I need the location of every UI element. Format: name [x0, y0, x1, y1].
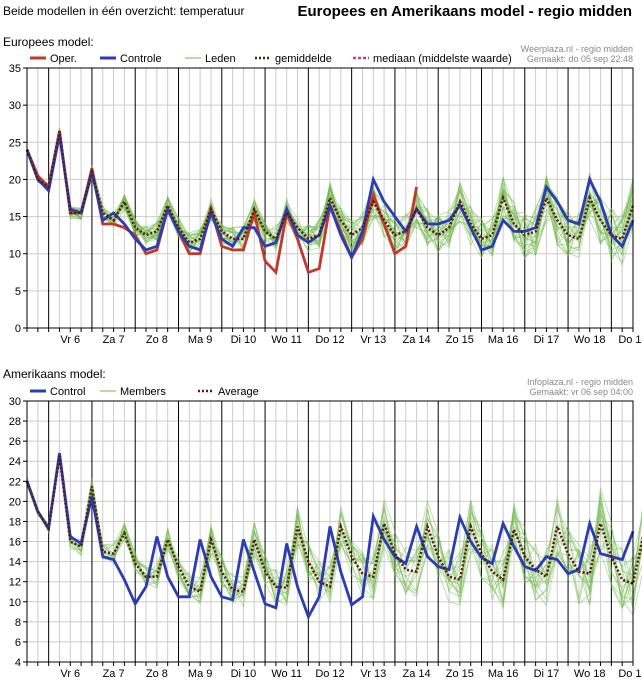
made-text: Gemaakt: do 05 sep 22:48: [527, 54, 633, 64]
x-tick-label: Do 19: [618, 668, 642, 680]
member-line: [26, 131, 634, 259]
x-tick-label: Ma 9: [188, 668, 212, 680]
x-tick-label: Di 10: [231, 668, 257, 680]
y-tick-label: 15: [9, 212, 21, 224]
y-tick-label: 22: [9, 476, 21, 488]
y-tick-label: 20: [9, 174, 21, 186]
member-line: [26, 133, 634, 259]
y-tick-label: 16: [9, 537, 21, 549]
legend-label: Control: [50, 386, 85, 398]
series-line-average: [25, 130, 635, 245]
y-tick-label: 10: [9, 597, 21, 609]
member-line: [26, 458, 642, 617]
y-tick-label: 6: [15, 637, 21, 649]
y-tick-label: 28: [9, 416, 21, 428]
x-tick-label: Zo 8: [146, 334, 168, 346]
x-tick-label: Zo 15: [446, 668, 474, 680]
legend-label: Leden: [205, 53, 236, 65]
legend-label: Controle: [120, 53, 162, 65]
panel-label: Europees model:: [3, 35, 94, 49]
series-line-control: [25, 452, 635, 621]
member-line: [26, 130, 634, 254]
x-tick-label: Za 14: [403, 334, 431, 346]
member-line: [26, 132, 634, 260]
y-tick-label: 24: [9, 456, 21, 468]
legend-label: mediaan (middelste waarde): [373, 53, 512, 65]
y-tick-label: 25: [9, 137, 21, 149]
legend-label: Members: [120, 386, 166, 398]
y-tick-label: 30: [9, 396, 21, 408]
y-tick-label: 26: [9, 436, 21, 448]
source-text: Weerplaza.nl - regio midden: [521, 44, 633, 54]
x-tick-label: Wo 11: [271, 334, 302, 346]
made-text: Gemaakt: vr 06 sep 04:00: [529, 387, 633, 397]
x-tick-label: Vr 6: [60, 668, 80, 680]
y-tick-label: 0: [15, 323, 21, 335]
x-tick-label: Zo 8: [146, 668, 168, 680]
x-tick-label: Vr 6: [60, 334, 80, 346]
legend-label: Average: [218, 386, 259, 398]
x-tick-label: Do 12: [315, 668, 344, 680]
chart-panel-2: Amerikaans model: Infoplaza.nl - regio mi…: [3, 367, 642, 680]
x-tick-label: Wo 11: [271, 668, 302, 680]
y-tick-label: 5: [15, 286, 21, 298]
x-tick-label: Wo 18: [574, 668, 606, 680]
x-tick-label: Za 7: [103, 668, 125, 680]
x-tick-label: Ma 9: [188, 334, 212, 346]
x-tick-label: Vr 13: [360, 334, 386, 346]
y-tick-label: 12: [9, 577, 21, 589]
legend: Control Members Average: [30, 386, 259, 398]
chart-panel-1: Europees model: Weerplaza.nl - regio midd…: [3, 35, 642, 346]
members-group: [26, 128, 634, 267]
y-tick-label: 35: [9, 63, 21, 75]
y-tick-label: 18: [9, 516, 21, 528]
x-tick-label: Vr 13: [360, 668, 386, 680]
x-tick-label: Di 17: [534, 334, 560, 346]
series-line-control: [25, 134, 635, 261]
x-tick-label: Di 17: [534, 668, 560, 680]
member-line: [26, 457, 642, 610]
y-tick-label: 4: [15, 657, 21, 669]
member-line: [26, 130, 634, 264]
legend-label: gemiddelde: [275, 53, 332, 65]
x-tick-label: Do 12: [315, 334, 344, 346]
panel-label: Amerikaans model:: [3, 367, 106, 381]
y-tick-label: 10: [9, 249, 21, 261]
x-tick-label: Ma 16: [488, 668, 519, 680]
member-line: [26, 452, 642, 606]
x-tick-label: Do 19: [618, 334, 642, 346]
x-tick-label: Za 7: [103, 334, 125, 346]
x-tick-label: Wo 18: [574, 334, 606, 346]
member-line: [26, 455, 642, 605]
source-text: Infoplaza.nl - regio midden: [527, 377, 633, 387]
y-tick-label: 20: [9, 496, 21, 508]
member-line: [26, 129, 634, 256]
member-line: [26, 132, 634, 256]
member-line: [26, 453, 642, 605]
member-line: [26, 131, 634, 253]
legend-label: Oper.: [50, 53, 77, 65]
member-line: [26, 130, 634, 253]
y-tick-label: 30: [9, 100, 21, 112]
x-tick-label: Zo 15: [446, 334, 474, 346]
plot-border: [26, 400, 634, 663]
y-tick-label: 14: [9, 557, 21, 569]
member-line: [26, 133, 634, 256]
member-line: [26, 131, 634, 253]
y-tick-label: 8: [15, 617, 21, 629]
plot-border: [26, 67, 634, 329]
page-title-left: Beide modellen in één overzicht: tempera…: [3, 4, 245, 18]
x-tick-label: Di 10: [231, 334, 257, 346]
legend: Oper. Controle Leden gemiddelde mediaan (mid…: [30, 53, 512, 65]
x-tick-label: Za 14: [403, 668, 431, 680]
x-tick-label: Ma 16: [488, 334, 519, 346]
series-line-average: [25, 456, 642, 594]
page-title-right: Europees en Amerikaans model - regio mid…: [297, 3, 632, 20]
